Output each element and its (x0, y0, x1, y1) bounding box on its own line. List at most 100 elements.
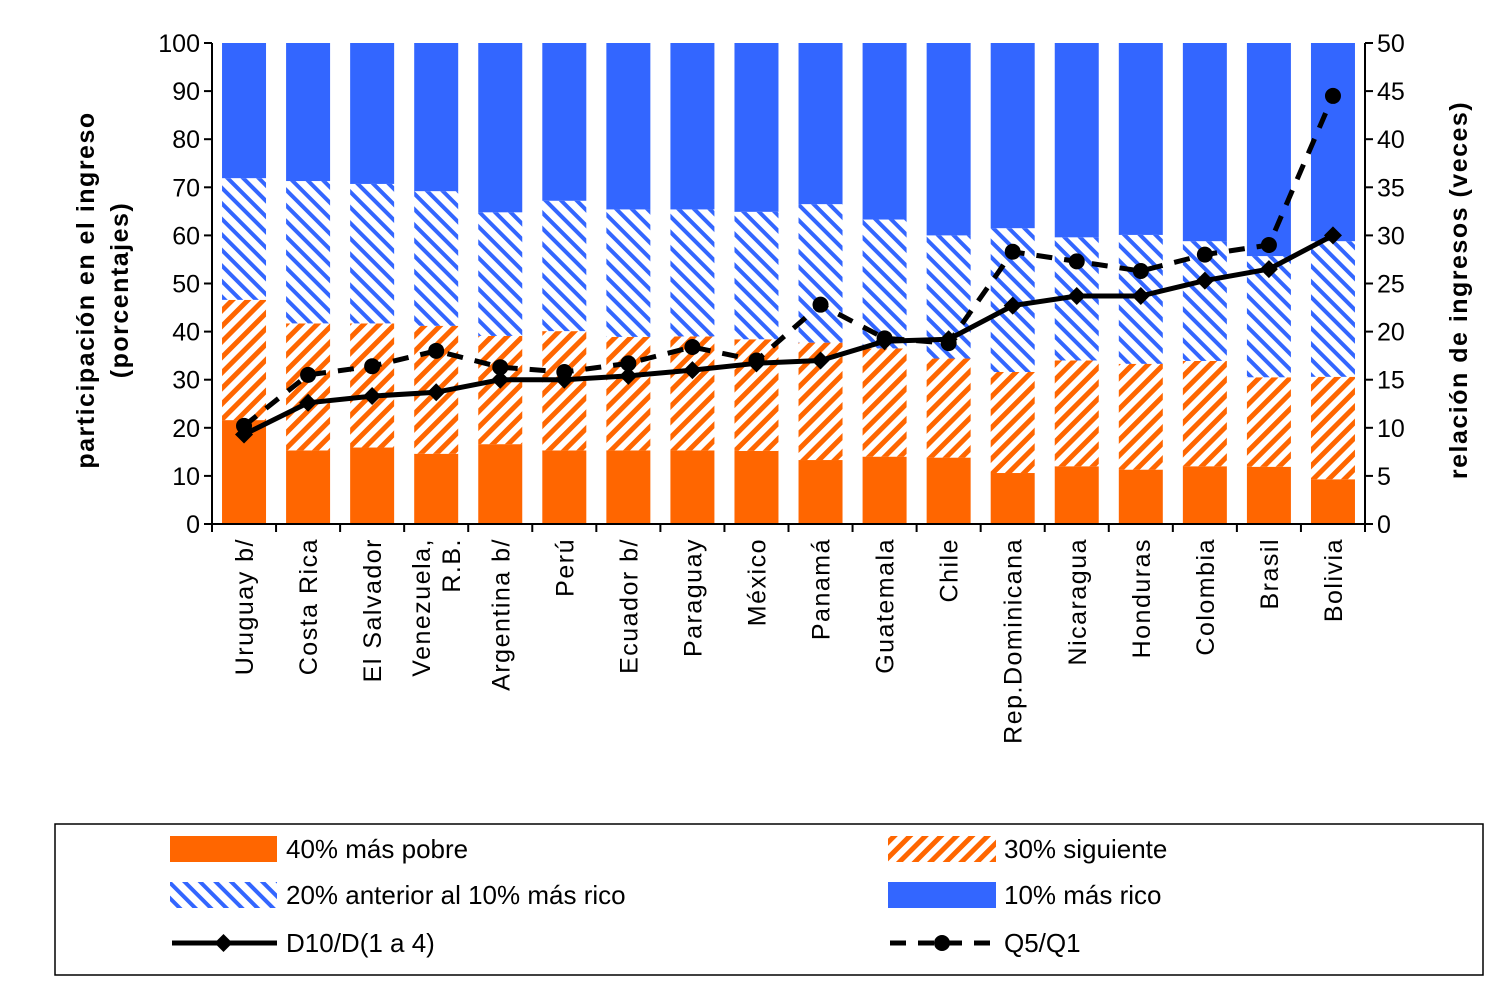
d10-d1-4-point (1259, 260, 1278, 279)
legend-swatch (888, 836, 996, 862)
q5-q1-point (748, 352, 765, 369)
q5-q1-point (812, 296, 829, 313)
bar-segment (670, 336, 715, 451)
d10-d1-4-point (683, 361, 702, 380)
category-label: Venezuela, (408, 538, 436, 677)
category-label: Argentina b/ (487, 538, 515, 691)
bar-segment (478, 444, 523, 524)
left-tick-label: 100 (158, 30, 200, 58)
d10-d1-4-point (1323, 226, 1342, 245)
bar-segment (990, 43, 1035, 229)
left-tick-label: 20 (172, 415, 200, 443)
left-tick-label: 0 (186, 511, 200, 539)
category-label: Paraguay (679, 538, 707, 657)
bar-segment (1310, 376, 1355, 480)
left-tick-label: 10 (172, 463, 200, 491)
bar-segment (286, 43, 331, 182)
legend-marker (934, 935, 950, 951)
bar-segment (670, 450, 715, 524)
q5-q1-point (428, 342, 445, 359)
d10-d1-4-point (299, 393, 318, 412)
d10-d1-4-point (491, 370, 510, 389)
bar-segment (1054, 466, 1099, 524)
legend-label: 30% siguiente (1004, 834, 1167, 864)
bar-segment (350, 183, 395, 324)
category-label: Bolivia (1320, 538, 1348, 622)
bar-segment (414, 453, 459, 524)
q5-q1-line (242, 94, 1336, 428)
bar-segment (606, 450, 651, 524)
bar-segment (1182, 466, 1227, 524)
bar-segment (478, 43, 523, 213)
bar-segment (350, 447, 395, 524)
right-axis-title: relación de ingresos (veces) (1445, 101, 1473, 479)
left-axis-title-line1: participación en el ingreso (72, 111, 100, 468)
bar-segment (862, 43, 907, 220)
left-tick-label: 50 (172, 271, 200, 299)
legend-swatch (170, 882, 277, 908)
legend-marker (214, 934, 233, 952)
q5-q1-point (1260, 237, 1277, 254)
legend-label: Q5/Q1 (1004, 928, 1081, 958)
left-tick-label: 60 (172, 222, 200, 250)
lines-layer (235, 87, 1342, 444)
d10-d1-4-line (242, 233, 1335, 437)
q5-q1-point (236, 417, 253, 434)
bar-segment (734, 211, 779, 340)
category-label: Uruguay b/ (231, 538, 259, 675)
bar-segment (286, 450, 331, 524)
legend-box (54, 823, 1484, 976)
d10-d1-4-point (363, 387, 382, 406)
bar-segment (1182, 360, 1227, 467)
q5-q1-point (684, 338, 701, 355)
bar-segment (478, 335, 523, 445)
left-axis-title-line2: (porcentajes) (106, 202, 134, 378)
bars-layer (222, 43, 1355, 524)
category-label: Rep.Dominicana (1000, 538, 1028, 744)
left-tick-label: 80 (172, 126, 200, 154)
category-label: Ecuador b/ (615, 538, 643, 674)
q5-q1-point (1196, 246, 1213, 263)
bar-segment (414, 191, 459, 326)
q5-q1-point (876, 330, 893, 347)
d10-d1-4-point (619, 366, 638, 385)
d10-d1-4-point (811, 351, 830, 370)
bar-segment (1246, 43, 1291, 257)
bar-segment (606, 43, 651, 210)
q5-q1-point (1004, 243, 1021, 260)
bar-segment (542, 200, 587, 332)
d10-d1-4-point (1195, 271, 1214, 290)
bar-segment (414, 43, 459, 192)
bar-segment (862, 456, 907, 524)
right-tick-label: 50 (1377, 30, 1405, 58)
right-tick-label: 5 (1377, 463, 1391, 491)
bar-segment (1310, 241, 1355, 377)
bar-segment (862, 219, 907, 349)
bar-segment (222, 178, 267, 300)
q5-q1-point (364, 358, 381, 375)
legend: 40% más pobre 30% siguiente 20% anterior a… (170, 834, 1167, 958)
left-tick-label: 40 (172, 319, 200, 347)
category-label: México (743, 538, 771, 626)
bar-segment (222, 299, 267, 421)
left-tick-label: 30 (172, 367, 200, 395)
q5-q1-point (556, 364, 573, 381)
right-tick-label: 45 (1377, 78, 1405, 106)
left-tick-label: 70 (172, 174, 200, 202)
category-label: Guatemala (872, 538, 900, 674)
bar-segment (1246, 377, 1291, 467)
bar-segment (1118, 43, 1163, 235)
q5-q1-point (1324, 87, 1341, 104)
legend-label: D10/D(1 a 4) (286, 928, 435, 958)
category-label: Brasil (1256, 538, 1284, 610)
bar-segment (1054, 360, 1099, 467)
left-tick-label: 90 (172, 78, 200, 106)
legend-swatch (888, 882, 996, 908)
category-label: Costa Rica (295, 538, 323, 675)
bar-segment (1182, 43, 1227, 242)
right-tick-label: 10 (1377, 415, 1405, 443)
bar-segment (1310, 479, 1355, 524)
right-tick-label: 20 (1377, 319, 1405, 347)
q5-q1-point (1068, 253, 1085, 270)
